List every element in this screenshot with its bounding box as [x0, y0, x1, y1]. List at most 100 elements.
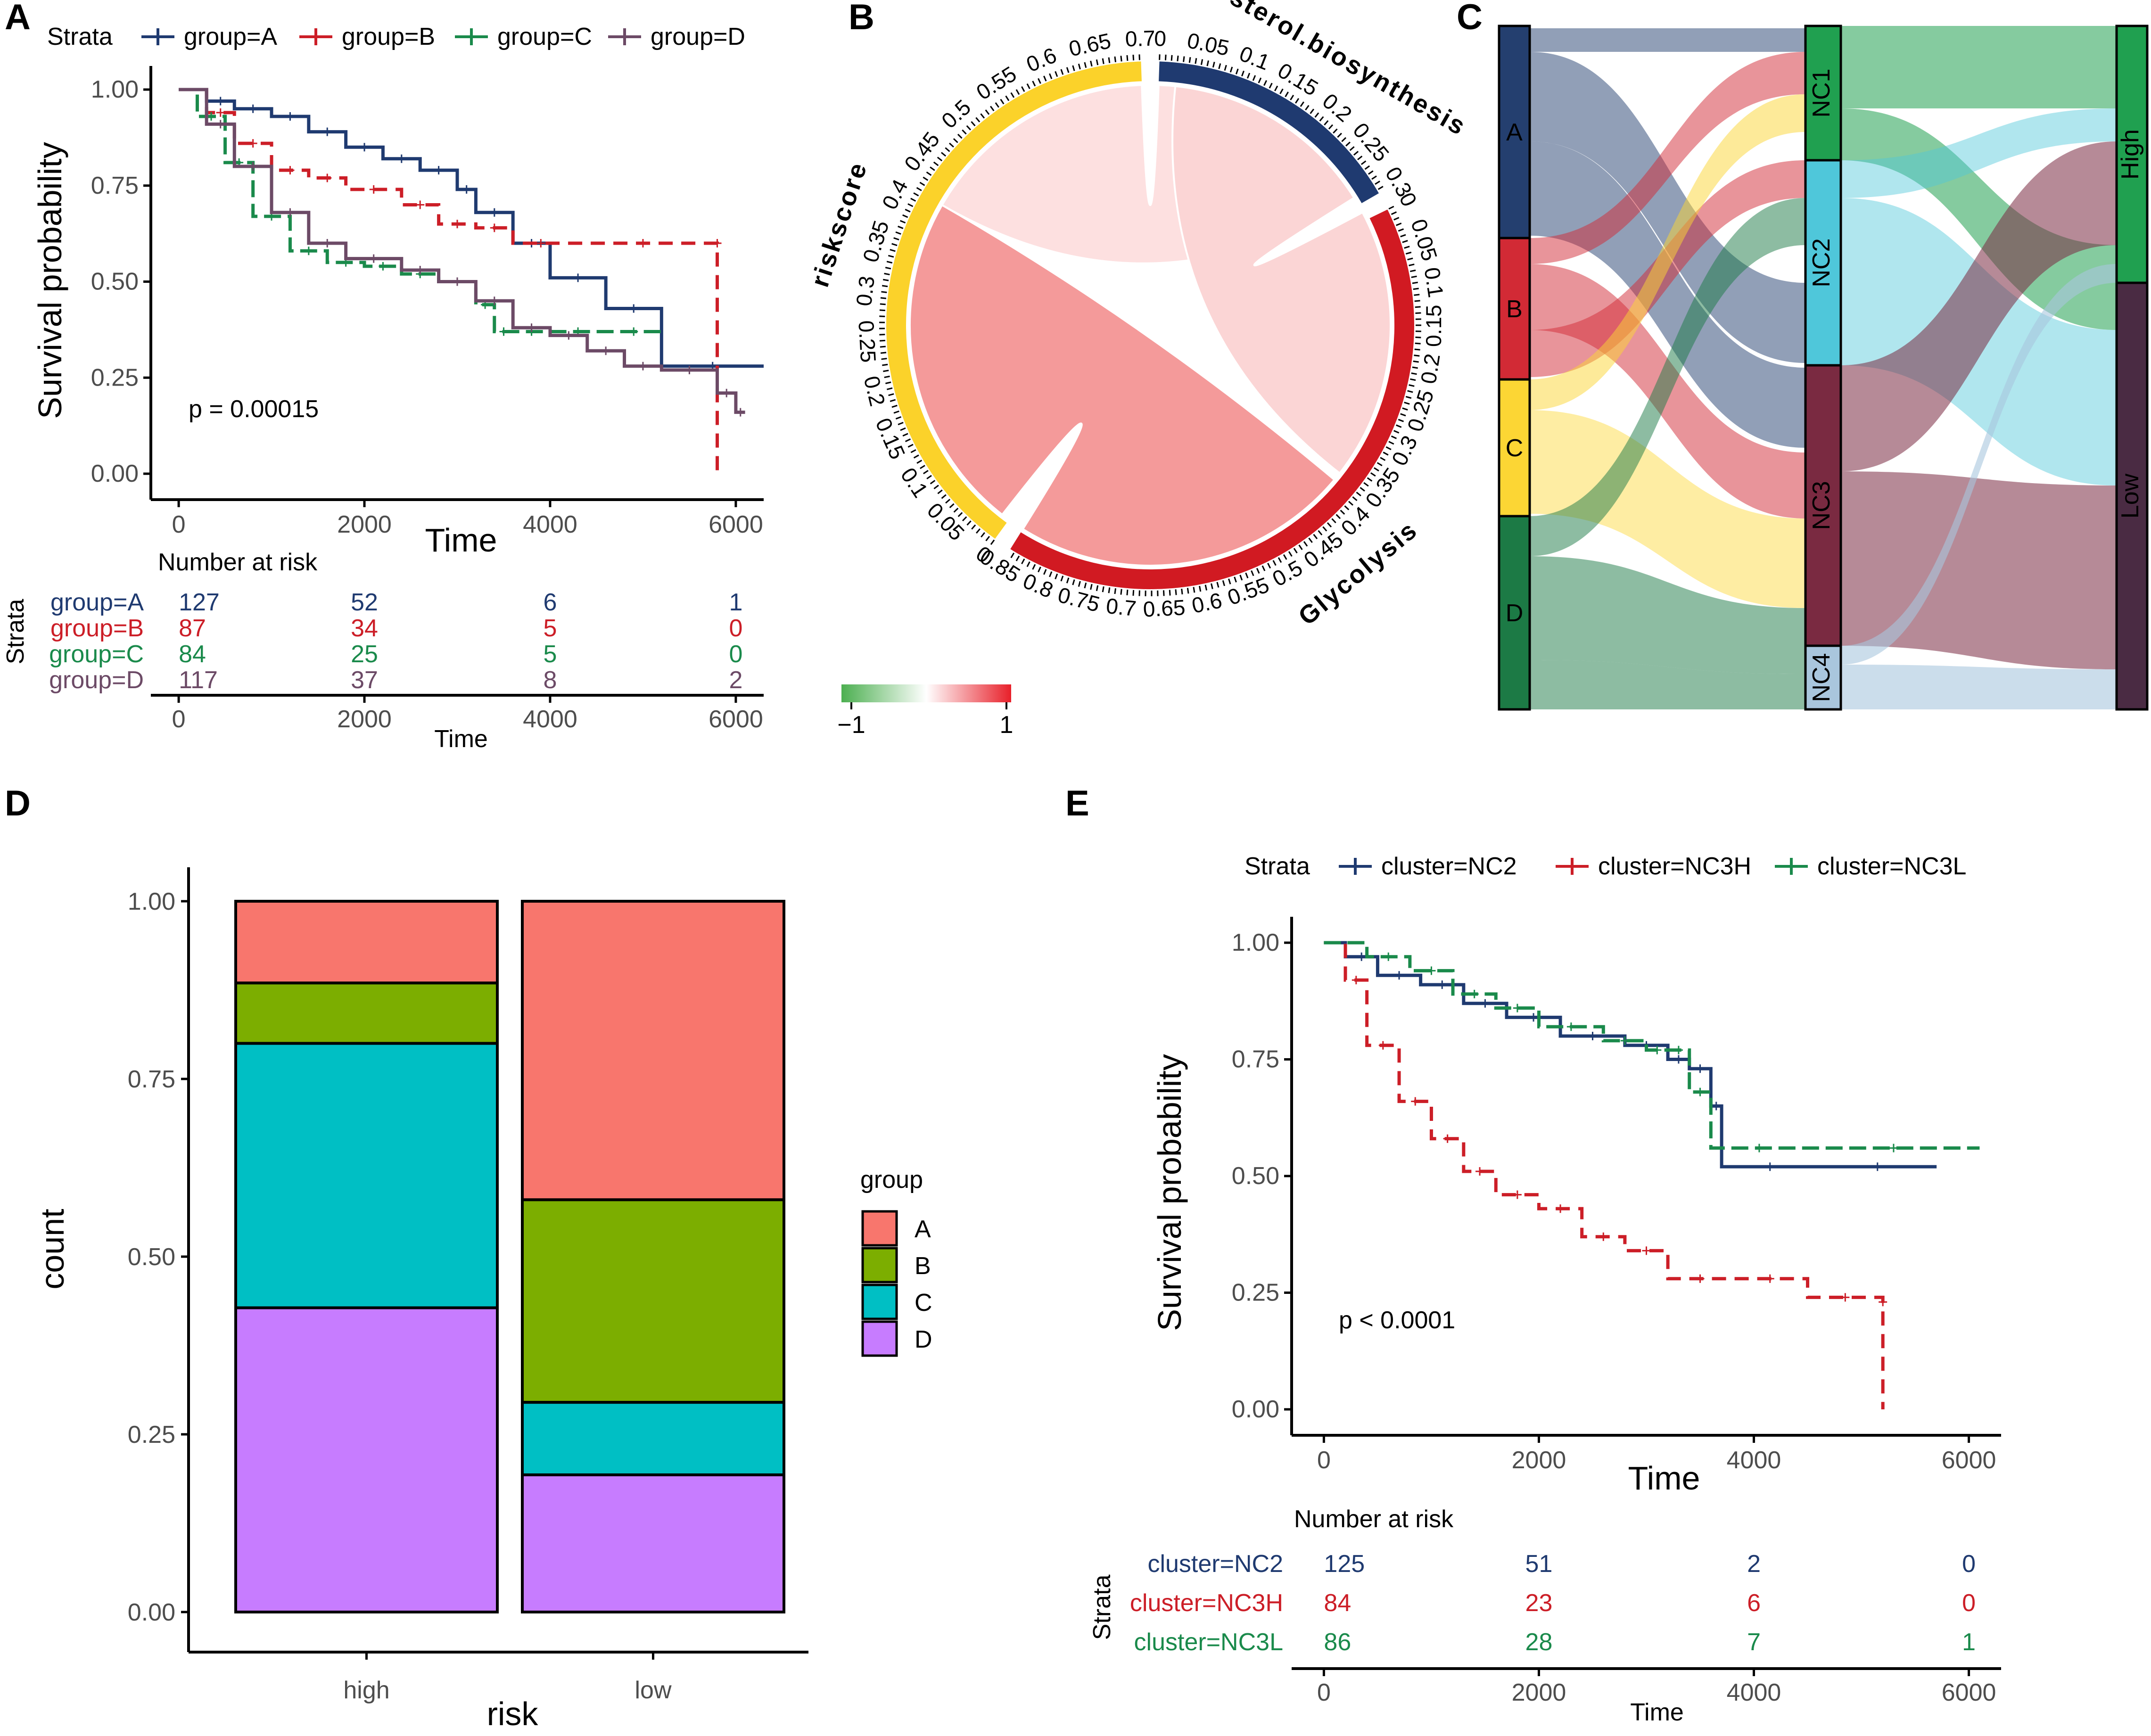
censor-mark	[416, 200, 425, 209]
panel-b-minor-tick	[1295, 98, 1300, 104]
panel-b-minor-tick	[920, 465, 925, 469]
panel-b-minor-tick	[1010, 92, 1015, 98]
panel-b-tick-label: 0.25	[1402, 387, 1439, 435]
e-series-0	[1324, 941, 1937, 1171]
a-series-line	[179, 88, 764, 368]
e-risk-row-label: cluster=NC2	[1147, 1550, 1283, 1578]
panel-d-y-tick-label: 0.50	[128, 1243, 175, 1271]
censor-mark	[736, 408, 745, 417]
censor-mark	[1755, 1144, 1764, 1152]
panel-b-minor-tick	[1267, 563, 1271, 569]
panel-e-y-ticks: 0.00 0.25 0.50 0.75 1.00	[1232, 929, 1292, 1423]
a-risk-value: 5	[544, 615, 557, 642]
panel-a-x-ticks: 0 2000 4000 6000	[172, 500, 763, 538]
censor-mark	[1395, 971, 1404, 980]
panel-c-node-A	[1498, 25, 1531, 239]
panel-c-flow	[1530, 52, 1805, 264]
panel-b-minor-tick	[971, 524, 976, 530]
panel-b-minor-tick	[1310, 108, 1315, 114]
panel-b-minor-tick	[1256, 568, 1260, 574]
panel-b-minor-tick	[888, 393, 894, 396]
censor-mark	[1653, 1045, 1662, 1054]
panel-b-minor-tick	[907, 444, 914, 448]
a-risk-row-label: group=C	[49, 641, 144, 668]
panel-b-tick-label: 0.65	[1143, 595, 1186, 621]
panel-c-sankey: A B C D NC1 NC2 NC3 NC4 High Low	[1498, 25, 2149, 711]
panel-b-minor-tick	[881, 358, 887, 360]
panel-c-node-label: B	[1506, 296, 1523, 323]
bar-high-B	[234, 981, 499, 1045]
panel-d-y-tick-label: 1.00	[128, 888, 175, 915]
e-risk-x-tick-label: 0	[1317, 1679, 1331, 1706]
censor-mark	[248, 162, 257, 171]
panel-e: E Strata cluster=NC2 cluster=NC3H cluster=…	[1065, 783, 2001, 1726]
panel-b-minor-tick	[1049, 73, 1053, 79]
panel-c-node-Low	[2115, 281, 2149, 711]
e-risk-value: 28	[1525, 1629, 1553, 1656]
censor-mark	[1357, 952, 1366, 961]
panel-b-minor-tick	[1345, 141, 1351, 147]
panel-b-minor-tick	[1078, 63, 1081, 70]
panel-b-minor-tick	[1114, 588, 1117, 594]
censor-mark	[713, 239, 722, 247]
panel-b-minor-tick	[1341, 137, 1347, 142]
panel-b-minor-tick	[910, 449, 916, 453]
panel-b-minor-tick	[1010, 552, 1015, 559]
censor-mark	[1642, 1246, 1651, 1255]
panel-b-minor-tick	[1404, 402, 1410, 405]
panel-d-y-title: count	[34, 1209, 71, 1289]
panel-b-minor-tick	[1015, 89, 1020, 95]
panel-b-minor-tick	[1415, 337, 1421, 338]
panel-d-legend-key	[861, 1283, 898, 1320]
panel-b-minor-tick	[1060, 69, 1064, 75]
panel-b-minor-tick	[1364, 165, 1370, 170]
panel-a-x-title: Time	[425, 522, 497, 559]
panel-a-risk-strata-title: Strata	[2, 599, 29, 665]
e-risk-value: 2	[1747, 1550, 1761, 1578]
e-risk-value: 84	[1324, 1589, 1351, 1617]
censor-mark	[1696, 1064, 1705, 1073]
bar-low-D	[521, 1473, 785, 1614]
panel-b-minor-tick	[1239, 575, 1243, 581]
e-series-line	[1324, 941, 1885, 1409]
panel-b-minor-tick	[1305, 105, 1310, 111]
panel-c-flow	[1841, 108, 2117, 198]
panel-d-y-tick-label: 0.75	[128, 1066, 175, 1093]
censor-mark	[1566, 1022, 1575, 1031]
censor-mark	[323, 173, 332, 182]
panel-b-minor-tick	[1344, 505, 1350, 510]
panel-b-minor-tick	[962, 516, 967, 522]
panel-b-chord-cholesterol-glycolysis	[1171, 85, 1392, 475]
panel-c-flow	[1530, 198, 1805, 556]
panel-b-minor-tick	[1385, 446, 1392, 451]
a-legend-key	[141, 28, 174, 45]
censor-mark	[1674, 1045, 1683, 1054]
panel-b-minor-tick	[1049, 571, 1053, 577]
panel-b-minor-tick	[913, 192, 919, 197]
e-risk-row-label: cluster=NC3L	[1134, 1629, 1283, 1656]
panel-b-minor-tick	[1038, 78, 1041, 84]
panel-b-minor-tick	[1261, 565, 1266, 571]
panel-b-tick-label: 0.1	[1420, 266, 1449, 299]
panel-b-minor-tick	[1393, 430, 1400, 434]
panel-b-minor-tick	[966, 520, 972, 526]
panel-b-minor-tick	[1388, 441, 1394, 445]
bar-low-A	[521, 900, 785, 1201]
panel-b-minor-tick	[884, 375, 890, 378]
panel-b-minor-tick	[923, 176, 929, 181]
panel-b-tick-label: 0.1	[896, 463, 933, 502]
panel-c-flow	[1530, 28, 1805, 52]
a-y-tick-label: 1.00	[91, 76, 139, 103]
panel-b-minor-tick	[890, 399, 896, 402]
panel-c-node-label: A	[1506, 119, 1523, 146]
a-risk-value: 37	[351, 666, 378, 694]
panel-b-minor-tick	[933, 485, 939, 490]
panel-b-minor-tick	[1368, 170, 1374, 175]
panel-b-tick-label: 0.5	[937, 95, 975, 133]
panel-e-pvalue: p < 0.0001	[1339, 1307, 1455, 1334]
panel-b-minor-tick	[891, 404, 898, 408]
censor-mark	[638, 362, 647, 370]
a-legend-key	[608, 28, 641, 45]
e-series-1	[1324, 941, 1887, 1409]
a-risk-x-tick-label: 4000	[523, 706, 577, 733]
